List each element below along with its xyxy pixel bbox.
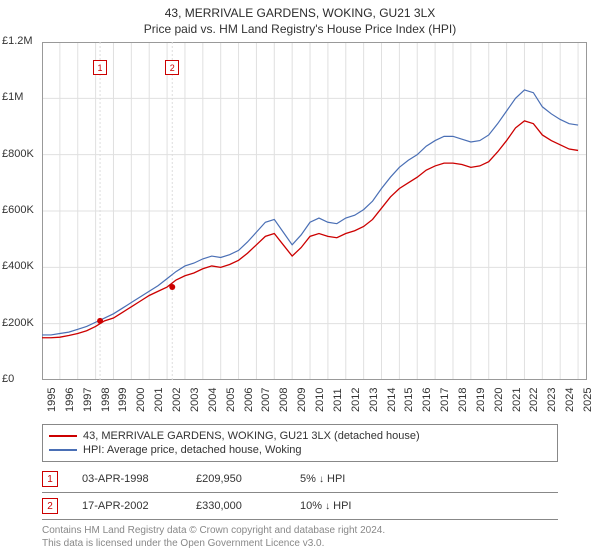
chart-area: 12£0£200K£400K£600K£800K£1M£1.2M [42, 42, 587, 380]
x-tick-label: 2009 [296, 388, 308, 412]
chart-svg [42, 42, 587, 380]
x-tick-label: 2004 [207, 388, 219, 412]
x-tick-label: 1999 [117, 388, 129, 412]
annotation-row-2: 2 17-APR-2002 £330,000 10% ↓ HPI [42, 493, 558, 520]
x-tick-label: 2024 [564, 388, 576, 412]
y-tick-label: £400K [2, 260, 34, 272]
annotation-price-2: £330,000 [196, 500, 276, 512]
copyright-line2: This data is licensed under the Open Gov… [42, 537, 558, 550]
y-tick-label: £0 [2, 373, 14, 385]
copyright-notice: Contains HM Land Registry data © Crown c… [42, 524, 558, 550]
x-tick-label: 1996 [64, 388, 76, 412]
legend-label-hpi: HPI: Average price, detached house, Woki… [83, 444, 302, 456]
x-tick-label: 2017 [439, 388, 451, 412]
x-tick-label: 2000 [135, 388, 147, 412]
x-tick-label: 2006 [243, 388, 255, 412]
annotation-date-2: 17-APR-2002 [82, 500, 172, 512]
chart-marker-box-1: 1 [93, 60, 107, 75]
x-tick-label: 2021 [511, 388, 523, 412]
x-tick-label: 2023 [546, 388, 558, 412]
y-tick-label: £1M [2, 91, 23, 103]
copyright-line1: Contains HM Land Registry data © Crown c… [42, 524, 558, 537]
y-tick-label: £200K [2, 317, 34, 329]
legend-item-hpi: HPI: Average price, detached house, Woki… [49, 443, 551, 457]
annotation-marker-2: 2 [42, 498, 58, 514]
x-tick-label: 2014 [386, 388, 398, 412]
y-tick-label: £600K [2, 204, 34, 216]
x-tick-label: 2013 [368, 388, 380, 412]
legend: 43, MERRIVALE GARDENS, WOKING, GU21 3LX … [42, 424, 558, 462]
x-tick-label: 2022 [528, 388, 540, 412]
x-tick-label: 1998 [100, 388, 112, 412]
y-tick-label: £800K [2, 148, 34, 160]
x-tick-label: 2016 [421, 388, 433, 412]
legend-item-price: 43, MERRIVALE GARDENS, WOKING, GU21 3LX … [49, 429, 551, 443]
legend-swatch-price [49, 435, 77, 437]
legend-label-price: 43, MERRIVALE GARDENS, WOKING, GU21 3LX … [83, 430, 420, 442]
chart-marker-box-2: 2 [165, 60, 179, 75]
x-tick-label: 2011 [332, 388, 344, 412]
annotation-row-1: 1 03-APR-1998 £209,950 5% ↓ HPI [42, 466, 558, 493]
x-tick-label: 2015 [403, 388, 415, 412]
y-tick-label: £1.2M [2, 35, 33, 47]
annotation-price-1: £209,950 [196, 473, 276, 485]
chart-titles: 43, MERRIVALE GARDENS, WOKING, GU21 3LX … [0, 0, 600, 36]
arrow-down-icon: ↓ [319, 474, 324, 485]
x-tick-label: 2003 [189, 388, 201, 412]
arrow-down-icon: ↓ [325, 501, 330, 512]
chart-title-subtitle: Price paid vs. HM Land Registry's House … [0, 22, 600, 36]
x-tick-label: 2012 [350, 388, 362, 412]
x-tick-label: 2018 [457, 388, 469, 412]
x-tick-label: 2010 [314, 388, 326, 412]
x-tick-label: 2001 [153, 388, 165, 412]
legend-swatch-hpi [49, 449, 77, 451]
annotation-pct-1: 5% ↓ HPI [300, 473, 345, 485]
x-tick-label: 2019 [475, 388, 487, 412]
annotation-marker-1: 1 [42, 471, 58, 487]
x-tick-label: 2008 [278, 388, 290, 412]
x-tick-label: 2025 [582, 388, 594, 412]
x-tick-label: 2020 [493, 388, 505, 412]
x-tick-label: 2005 [225, 388, 237, 412]
x-tick-label: 2007 [260, 388, 272, 412]
annotation-date-1: 03-APR-1998 [82, 473, 172, 485]
chart-title-address: 43, MERRIVALE GARDENS, WOKING, GU21 3LX [0, 6, 600, 20]
x-tick-label: 2002 [171, 388, 183, 412]
annotation-pct-2: 10% ↓ HPI [300, 500, 352, 512]
x-tick-label: 1995 [46, 388, 58, 412]
x-axis-labels: 1995 1996 1997 1998 1999 2000 2001 2002 2003 2004… [42, 380, 587, 418]
x-tick-label: 1997 [82, 388, 94, 412]
